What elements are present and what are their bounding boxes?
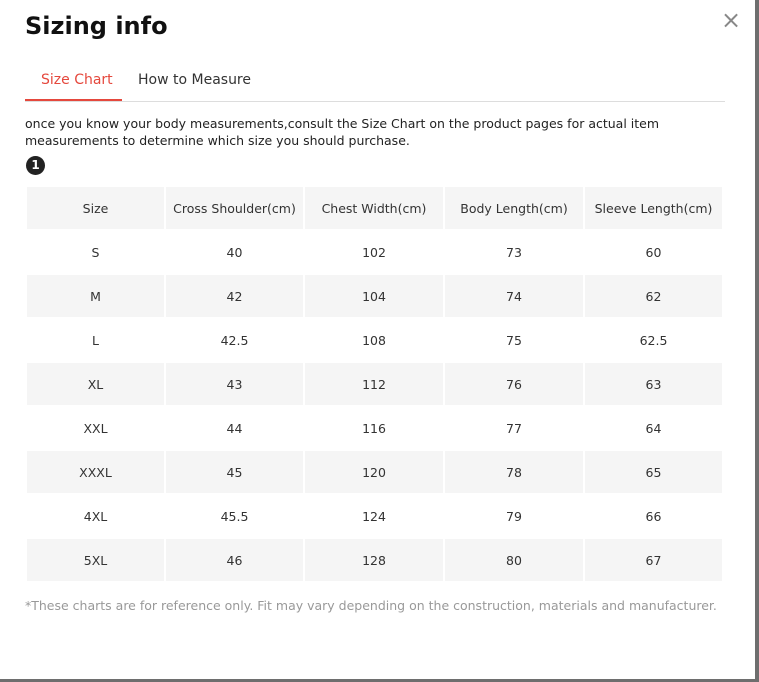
table-cell: 75 xyxy=(506,332,522,348)
tab[interactable]: How to Measure xyxy=(138,72,251,88)
table-cell: L xyxy=(92,332,99,348)
table-row: XL 43 112 76 63 xyxy=(27,363,722,405)
table-cell: 4XL xyxy=(83,508,108,524)
table-cell: 80 xyxy=(445,539,583,581)
table-cell: 124 xyxy=(362,508,386,524)
header-cell: Size xyxy=(27,187,164,229)
header-row: Size Cross Shoulder(cm) Chest Width(cm) Bod… xyxy=(27,187,722,229)
table-cell: 104 xyxy=(305,275,443,317)
table-row: L 42.5 108 75 62.5 xyxy=(27,319,722,361)
table-cell: 45.5 xyxy=(220,508,249,524)
table-cell: 77 xyxy=(506,420,522,436)
header-cell: Cross Shoulder(cm) xyxy=(166,187,303,229)
table-row: 4XL 45.5 124 79 66 xyxy=(27,495,722,537)
header-cell: Sleeve Length(cm) xyxy=(585,187,722,229)
table-cell: 116 xyxy=(362,420,386,436)
table-row: XXL 44 116 77 64 xyxy=(27,407,722,449)
close-button[interactable]: × xyxy=(721,6,742,34)
table-cell: XXXL xyxy=(27,451,164,493)
table-cell: XXL xyxy=(83,420,108,436)
modal-title: Sizing info xyxy=(25,12,168,40)
table-row: M 42 104 74 62 xyxy=(27,275,722,317)
table-cell: 45 xyxy=(166,451,303,493)
header-cell: Chest Width(cm) xyxy=(305,187,443,229)
table-cell: 79 xyxy=(506,508,522,524)
table-row: S 40 102 73 60 xyxy=(27,231,722,273)
size-table: Size Cross Shoulder(cm) Chest Width(cm) Bod… xyxy=(25,185,724,583)
table-cell: 128 xyxy=(305,539,443,581)
table-cell: 44 xyxy=(226,420,243,436)
table-row: XXXL 45 120 78 65 xyxy=(27,451,722,493)
table-cell: 64 xyxy=(645,420,662,436)
table-cell: 40 xyxy=(226,244,243,260)
table-cell: 62.5 xyxy=(639,332,668,348)
table-cell: M xyxy=(27,275,164,317)
step-badge: 1 xyxy=(26,156,45,175)
description: once you know your body measurements,con… xyxy=(25,116,660,148)
table-cell: 108 xyxy=(362,332,386,348)
table-cell: 74 xyxy=(445,275,583,317)
table-cell: 76 xyxy=(445,363,583,405)
table-cell: 60 xyxy=(645,244,662,260)
table-cell: 42.5 xyxy=(220,332,249,348)
table-cell: 112 xyxy=(305,363,443,405)
header-cell: Body Length(cm) xyxy=(445,187,583,229)
table-cell: S xyxy=(91,244,100,260)
footnote: *These charts are for reference only. Fi… xyxy=(25,598,717,613)
table-cell: 5XL xyxy=(27,539,164,581)
table-cell: 62 xyxy=(585,275,722,317)
table-cell: 46 xyxy=(166,539,303,581)
tab-divider xyxy=(25,101,725,102)
table-cell: 66 xyxy=(645,508,662,524)
table-cell: 78 xyxy=(445,451,583,493)
table-cell: 42 xyxy=(166,275,303,317)
tab[interactable]: Size Chart xyxy=(41,72,113,88)
table-cell: 120 xyxy=(305,451,443,493)
table-cell: 102 xyxy=(362,244,386,260)
table-cell: 63 xyxy=(585,363,722,405)
table-cell: 67 xyxy=(585,539,722,581)
table-cell: XL xyxy=(27,363,164,405)
table-cell: 73 xyxy=(506,244,522,260)
table-cell: 43 xyxy=(166,363,303,405)
table-row: 5XL 46 128 80 67 xyxy=(27,539,722,581)
active-tab-indicator xyxy=(25,99,122,101)
table-cell: 65 xyxy=(585,451,722,493)
